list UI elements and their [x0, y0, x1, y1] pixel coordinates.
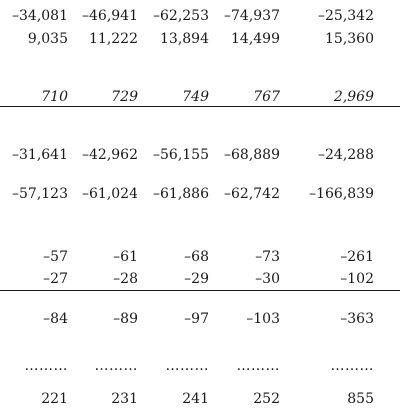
table-cell: 14,499: [231, 31, 280, 47]
table-cell: 11,222: [89, 31, 138, 47]
table-row: 221 231 241 252 855: [0, 389, 400, 409]
table-cell: –46,941: [82, 8, 138, 24]
table-row: –34,081 –46,941 –62,253 –74,937 –25,342: [0, 6, 400, 26]
table-cell: –166,839: [309, 186, 374, 202]
table-cell: –30: [255, 271, 280, 287]
table-cell: –68,889: [224, 147, 280, 163]
table-cell: –84: [43, 311, 68, 327]
table-cell: –24,288: [318, 147, 374, 163]
table-cell: –73: [255, 249, 280, 265]
table-cell: –102: [340, 271, 374, 287]
table-cell: ………: [165, 358, 209, 374]
table-row: –31,641 –42,962 –56,155 –68,889 –24,288: [0, 145, 400, 165]
table-cell: –61: [113, 249, 138, 265]
table-cell: –62,253: [153, 8, 209, 24]
table-cell: –363: [340, 311, 374, 327]
table-cell: –28: [113, 271, 138, 287]
table-cell: 2,969: [333, 89, 374, 105]
table-cell: –42,962: [82, 147, 138, 163]
table-cell: 729: [111, 89, 138, 105]
table-row: –57,123 –61,024 –61,886 –62,742 –166,839: [0, 184, 400, 204]
table-cell: 855: [347, 391, 374, 407]
table-cell: –97: [184, 311, 209, 327]
table-row: 9,035 11,222 13,894 14,499 15,360: [0, 29, 400, 49]
table-cell: –61,024: [82, 186, 138, 202]
table-row: –84 –89 –97 –103 –363: [0, 309, 400, 329]
table-row: 710 729 749 767 2,969: [0, 87, 400, 107]
table-cell: 241: [182, 391, 209, 407]
table-cell: 767: [253, 89, 280, 105]
table-cell: 13,894: [160, 31, 209, 47]
table-cell: ………: [94, 358, 138, 374]
table-cell: 749: [182, 89, 209, 105]
table-cell: 221: [41, 391, 68, 407]
table-cell: –56,155: [153, 147, 209, 163]
table-row: –27 –28 –29 –30 –102: [0, 269, 400, 289]
table-cell: –89: [113, 311, 138, 327]
table-cell: –103: [246, 311, 280, 327]
table-cell: 710: [41, 89, 68, 105]
section-divider: [0, 290, 400, 291]
table-cell: –29: [184, 271, 209, 287]
table-cell: 15,360: [325, 31, 374, 47]
table-cell: –74,937: [224, 8, 280, 24]
table-row: ……… ……… ……… ……… ………: [0, 356, 400, 376]
table-cell: 252: [253, 391, 280, 407]
table-cell: ………: [330, 358, 374, 374]
table-cell: –261: [340, 249, 374, 265]
table-cell: ………: [24, 358, 68, 374]
table-cell: –57: [43, 249, 68, 265]
table-cell: –62,742: [224, 186, 280, 202]
table-cell: –34,081: [12, 8, 68, 24]
table-row: –57 –61 –68 –73 –261: [0, 247, 400, 267]
table-cell: ………: [236, 358, 280, 374]
table-cell: 231: [111, 391, 138, 407]
table-cell: –68: [184, 249, 209, 265]
table-cell: –31,641: [12, 147, 68, 163]
table-cell: –25,342: [318, 8, 374, 24]
section-divider: [0, 106, 400, 107]
table-cell: –57,123: [12, 186, 68, 202]
table-cell: 9,035: [27, 31, 68, 47]
table-cell: –61,886: [153, 186, 209, 202]
table-cell: –27: [43, 271, 68, 287]
